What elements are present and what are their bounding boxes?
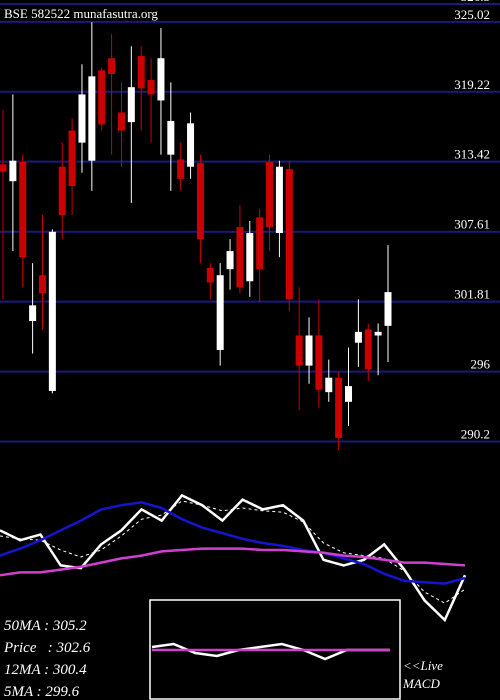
candle-body — [256, 217, 264, 270]
annotation: Price : 302.6 — [3, 640, 91, 656]
candle-body — [157, 58, 165, 101]
y-tick-label: 319.22 — [454, 77, 490, 92]
y-tick-label: 307.61 — [454, 217, 490, 232]
candle-body — [196, 163, 204, 240]
candle-body — [127, 87, 135, 123]
candle-body — [48, 231, 56, 391]
macd-box — [149, 599, 401, 700]
annotation: <<Live — [403, 658, 443, 673]
candle-body — [236, 227, 244, 288]
candle-body — [295, 335, 303, 366]
ma-line — [0, 547, 466, 577]
candle-body — [384, 292, 392, 326]
candle-body — [88, 76, 96, 161]
candle-body — [275, 166, 283, 234]
annotation: 12MA : 300.4 — [4, 662, 87, 678]
candle-body — [325, 377, 333, 393]
candle-body — [216, 275, 224, 350]
annotation: 5MA : 299.6 — [4, 684, 80, 700]
candle-body — [345, 386, 353, 402]
macd-line — [151, 642, 390, 661]
candle-body — [354, 331, 362, 343]
annotation: MACD — [402, 676, 440, 691]
candle-body — [246, 233, 254, 282]
candle-body — [305, 335, 313, 366]
y-tick-label: 313.42 — [454, 147, 490, 162]
candle-body — [98, 70, 106, 125]
y-tick-label: 301.81 — [454, 287, 490, 302]
candle-body — [177, 159, 185, 179]
candle-body — [226, 251, 234, 270]
candle-body — [315, 335, 323, 390]
candle-body — [58, 166, 66, 215]
y-tick-label: 296 — [471, 357, 491, 372]
candle-body — [374, 331, 382, 336]
candle-body — [147, 79, 155, 95]
candle-body — [266, 161, 274, 227]
ma-line — [0, 501, 466, 585]
candle-body — [29, 305, 37, 322]
candle-body — [9, 160, 17, 182]
candle-body — [108, 58, 116, 74]
candle-body — [78, 94, 86, 143]
ma-line — [0, 493, 467, 623]
candle-body — [68, 130, 76, 187]
candle-body — [167, 120, 175, 155]
candle-body — [285, 169, 293, 300]
ma-line — [0, 500, 466, 604]
candle-body — [137, 55, 145, 89]
candle-body — [19, 161, 27, 258]
candle-body — [187, 123, 195, 167]
candle-body — [335, 377, 343, 438]
annotation: 50MA : 305.2 — [4, 618, 87, 634]
y-tick-label: 290.2 — [461, 427, 490, 442]
candle-body — [117, 112, 125, 131]
candle-body — [206, 267, 214, 283]
candle-body — [38, 275, 46, 294]
candle-body — [364, 329, 372, 370]
chart-title: BSE 582522 munafasutra.org — [4, 6, 158, 21]
y-tick-label: 326.5 — [461, 0, 490, 4]
candle-body — [0, 164, 7, 172]
y-tick-label: 325.02 — [454, 7, 490, 22]
